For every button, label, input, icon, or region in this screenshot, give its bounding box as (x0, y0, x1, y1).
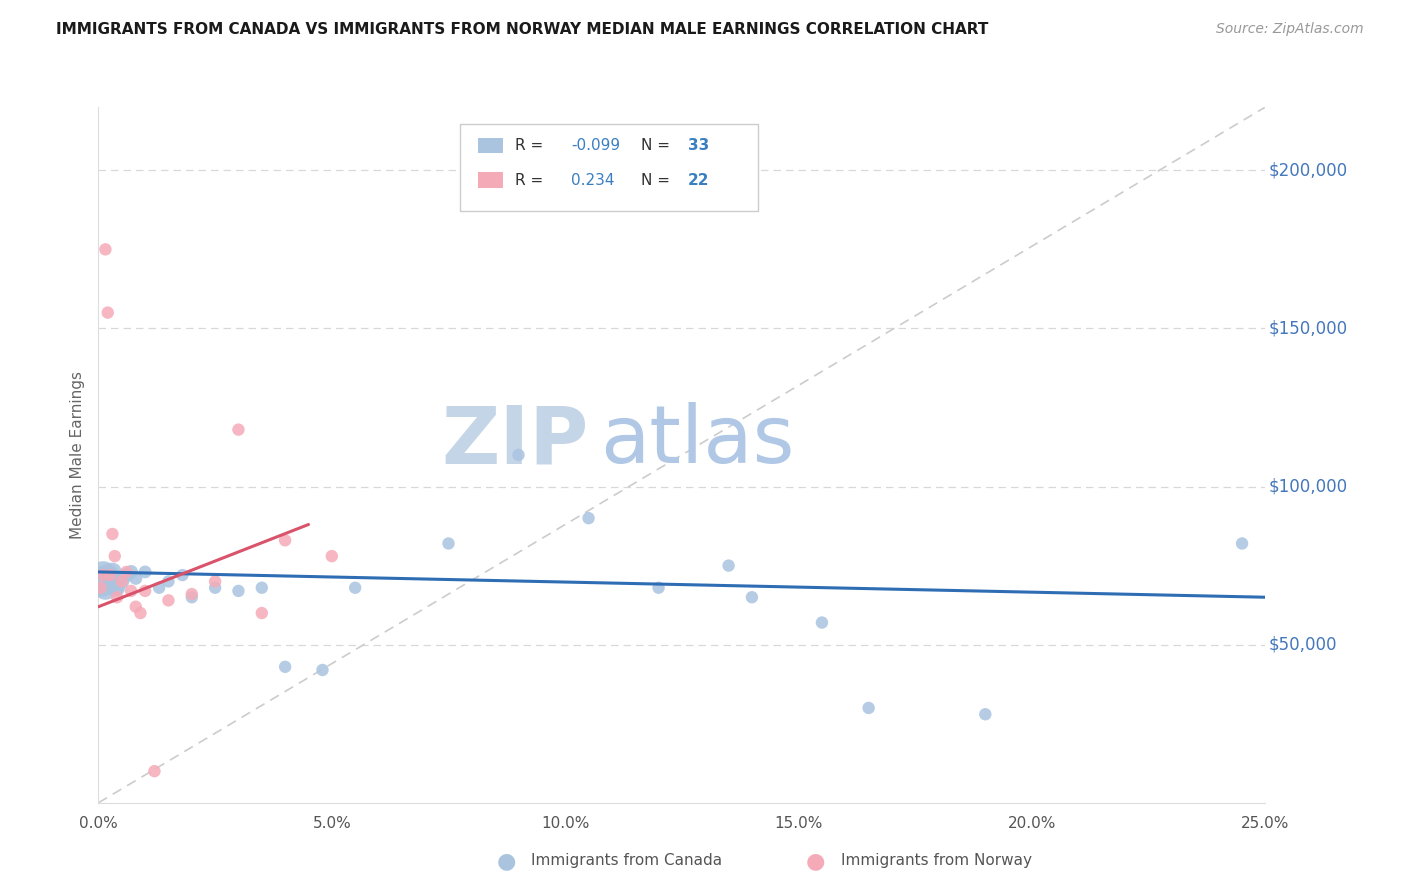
Point (98, 568, 121, 582)
Point (228, 423, 250, 437)
Point (97, 305, 120, 319)
Point (1230, 536, 1253, 550)
Text: $200,000: $200,000 (1268, 161, 1348, 179)
Text: Immigrants from Canada: Immigrants from Canada (531, 854, 723, 868)
Point (311, 663, 333, 677)
Point (157, 593, 180, 607)
Text: R =: R = (515, 172, 553, 187)
Point (94, 243, 117, 257)
Point (115, 565, 138, 579)
Point (129, 606, 152, 620)
Text: ●: ● (806, 851, 825, 871)
Text: N =: N = (641, 137, 675, 153)
Point (741, 591, 763, 605)
Point (97, 568, 120, 582)
Text: ●: ● (496, 851, 516, 871)
Point (94, 581, 117, 595)
Point (104, 549, 127, 563)
Point (172, 568, 194, 582)
Point (120, 565, 142, 579)
Point (105, 581, 128, 595)
Point (134, 583, 156, 598)
Point (125, 599, 148, 614)
Point (180, 587, 202, 601)
Text: R =: R = (515, 137, 548, 153)
Point (148, 581, 170, 595)
Point (143, 764, 166, 779)
Point (105, 591, 128, 605)
Point (437, 536, 460, 550)
Point (111, 574, 134, 589)
Point (111, 574, 134, 589)
Text: $50,000: $50,000 (1268, 636, 1337, 654)
Point (508, 448, 530, 462)
Point (858, 701, 880, 715)
FancyBboxPatch shape (478, 137, 503, 153)
Text: N =: N = (641, 172, 675, 187)
Point (115, 568, 138, 582)
Text: 0.234: 0.234 (571, 172, 614, 187)
Point (204, 581, 226, 595)
Point (344, 581, 367, 595)
Point (180, 591, 202, 605)
FancyBboxPatch shape (478, 172, 503, 187)
Point (125, 571, 148, 585)
Point (647, 581, 669, 595)
Point (90, 581, 112, 595)
Point (91, 568, 114, 582)
Point (717, 558, 740, 573)
Point (90, 574, 112, 589)
Text: 33: 33 (688, 137, 709, 153)
Point (134, 565, 156, 579)
Point (811, 615, 834, 630)
Text: 22: 22 (688, 172, 709, 187)
Point (274, 660, 297, 674)
Point (321, 549, 343, 563)
Point (228, 583, 250, 598)
Text: Source: ZipAtlas.com: Source: ZipAtlas.com (1216, 22, 1364, 37)
Point (578, 511, 600, 525)
Point (250, 606, 273, 620)
Text: atlas: atlas (600, 402, 794, 480)
Point (98, 574, 121, 589)
Point (101, 565, 124, 579)
Text: -0.099: -0.099 (571, 137, 620, 153)
Point (104, 581, 127, 595)
Text: IMMIGRANTS FROM CANADA VS IMMIGRANTS FROM NORWAY MEDIAN MALE EARNINGS CORRELATIO: IMMIGRANTS FROM CANADA VS IMMIGRANTS FRO… (56, 22, 988, 37)
Text: Immigrants from Norway: Immigrants from Norway (841, 854, 1032, 868)
Point (101, 527, 124, 541)
Point (120, 583, 142, 598)
Point (974, 707, 997, 722)
FancyBboxPatch shape (460, 124, 758, 211)
Text: ZIP: ZIP (441, 402, 589, 480)
Text: $100,000: $100,000 (1268, 477, 1348, 496)
Point (204, 574, 226, 589)
Point (157, 574, 180, 589)
Point (91, 568, 114, 582)
Y-axis label: Median Male Earnings: Median Male Earnings (69, 371, 84, 539)
Point (250, 581, 273, 595)
Text: $150,000: $150,000 (1268, 319, 1348, 337)
Point (274, 533, 297, 548)
